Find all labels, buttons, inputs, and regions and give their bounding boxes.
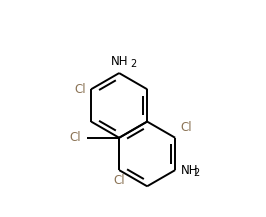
- Text: NH: NH: [181, 164, 199, 177]
- Text: Cl: Cl: [181, 121, 192, 134]
- Text: 2: 2: [131, 59, 137, 69]
- Text: Cl: Cl: [74, 83, 86, 96]
- Text: Cl: Cl: [70, 131, 81, 144]
- Text: 2: 2: [193, 168, 200, 178]
- Text: NH: NH: [110, 55, 128, 68]
- Text: Cl: Cl: [113, 174, 125, 187]
